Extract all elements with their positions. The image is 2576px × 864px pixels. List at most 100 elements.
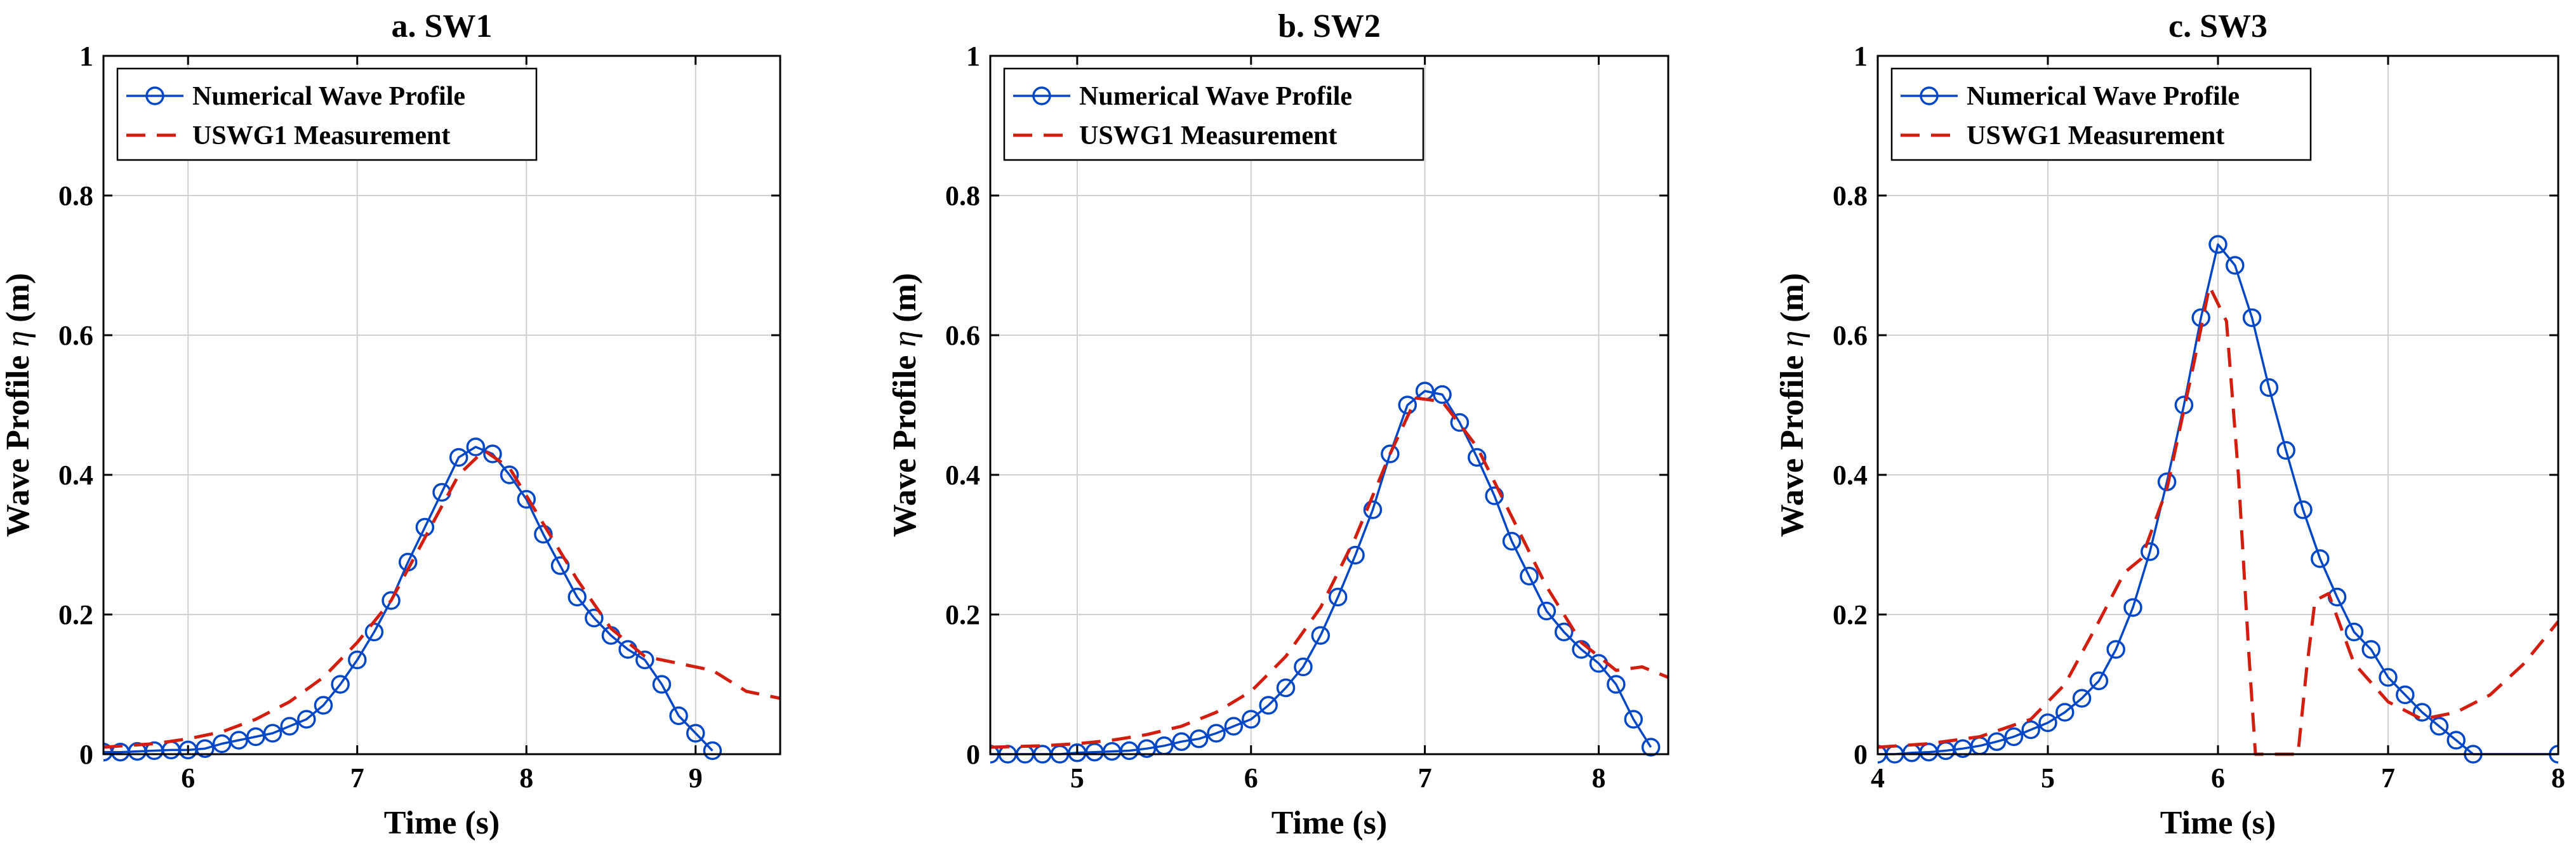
numerical-point — [1468, 448, 1487, 467]
legend-label-numerical: Numerical Wave Profile — [1079, 82, 1352, 111]
y-axis-label-unit: (m) — [887, 273, 923, 331]
numerical-point — [280, 717, 299, 736]
legend-label-measurement: USWG1 Measurement — [1079, 121, 1337, 150]
numerical-point — [1259, 696, 1278, 715]
y-tick-label: 1 — [966, 41, 980, 72]
chart-title: c. SW3 — [2168, 8, 2267, 44]
x-tick-label: 6 — [1244, 762, 1258, 794]
numerical-point — [1554, 622, 1574, 642]
axes-box — [102, 55, 781, 755]
numerical-point — [2447, 731, 2466, 750]
legend-numerical-marker — [1032, 86, 1051, 105]
y-tick-label: 0.8 — [945, 180, 980, 211]
y-tick-label: 0.2 — [945, 599, 980, 630]
numerical-line — [1878, 243, 2558, 755]
numerical-point — [449, 448, 468, 467]
legend-label-measurement: USWG1 Measurement — [1967, 121, 2224, 150]
measurement-line — [1878, 284, 2558, 756]
numerical-point — [263, 724, 282, 743]
y-axis-label-text: Wave Profile — [887, 347, 923, 537]
chart-title: b. SW2 — [1278, 8, 1381, 44]
numerical-point — [2021, 720, 2040, 740]
x-tick-label: 8 — [519, 762, 533, 794]
numerical-point — [2072, 689, 2092, 708]
numerical-point — [2141, 542, 2160, 561]
y-axis-label-symbol: η — [0, 331, 36, 347]
numerical-point — [2429, 717, 2449, 736]
y-tick-label: 0 — [966, 739, 980, 770]
plot-area — [103, 56, 780, 754]
numerical-line — [103, 446, 714, 754]
measurement-line — [103, 449, 780, 749]
numerical-point — [686, 724, 705, 743]
numerical-point — [1520, 566, 1539, 586]
numerical-point — [1207, 724, 1226, 743]
series-measurement — [990, 396, 1668, 749]
numerical-point — [1242, 710, 1261, 729]
numerical-point — [1381, 444, 1400, 463]
numerical-point — [196, 739, 215, 758]
x-tick-label: 7 — [1418, 762, 1432, 794]
y-tick-label: 1 — [1854, 41, 1868, 72]
y-tick-label: 0.6 — [58, 320, 93, 351]
legend-label-numerical: Numerical Wave Profile — [1967, 82, 2240, 111]
x-tick-label: 5 — [1070, 762, 1084, 794]
series-numerical — [103, 437, 722, 762]
numerical-point — [1624, 710, 1643, 729]
numerical-point — [1502, 531, 1522, 551]
panel-sw3: 4 5 6 7 8 0 0.2 0.4 0.6 0.8 1 c. SW3 Time (s) Wave Pr… — [1774, 8, 2565, 841]
numerical-point — [382, 591, 401, 610]
x-tick-label: 8 — [2551, 762, 2565, 794]
y-axis-label: Wave Profile η (m) — [0, 273, 36, 537]
numerical-point — [1363, 500, 1383, 519]
y-tick-label: 0.4 — [1833, 460, 1868, 491]
numerical-point — [2106, 640, 2125, 659]
numerical-point — [2396, 685, 2415, 705]
axes-box — [989, 55, 1670, 755]
numerical-point — [500, 465, 519, 484]
panel-sw1: 6 7 8 9 0 0.2 0.4 0.6 0.8 1 a. SW1 Time (s) Wave Pro… — [0, 8, 781, 841]
x-tick-label: 9 — [689, 762, 703, 794]
x-axis-label: Time (s) — [2160, 805, 2276, 841]
numerical-point — [483, 444, 502, 463]
numerical-point — [314, 696, 333, 715]
numerical-point — [1224, 717, 1244, 736]
x-tick-label: 4 — [1871, 762, 1885, 794]
numerical-point — [1311, 626, 1331, 645]
chart-title: a. SW1 — [392, 8, 493, 44]
legend-label-numerical: Numerical Wave Profile — [192, 82, 465, 111]
x-tick-label: 7 — [350, 762, 364, 794]
numerical-point — [2311, 549, 2330, 568]
numerical-point — [1641, 738, 1661, 757]
x-tick-label: 6 — [181, 762, 195, 794]
legend-box — [1890, 67, 2312, 161]
x-tick-label: 7 — [2381, 762, 2395, 794]
numerical-point — [2412, 703, 2432, 722]
x-tick-label: 5 — [2041, 762, 2055, 794]
panel-sw2: 5 6 7 8 0 0.2 0.4 0.6 0.8 1 b. SW2 Time (s) Wave Pro… — [887, 8, 1670, 841]
numerical-point — [1433, 385, 1452, 404]
numerical-point — [1120, 741, 1139, 761]
legend-box — [1003, 67, 1424, 161]
x-axis-label: Time (s) — [384, 805, 500, 841]
numerical-point — [2276, 441, 2295, 460]
y-axis-label-symbol: η — [1774, 331, 1810, 347]
y-tick-label: 0.4 — [945, 460, 980, 491]
y-tick-label: 0.2 — [1833, 599, 1868, 630]
legend: Numerical Wave Profile USWG1 Measurement — [1890, 67, 2312, 161]
x-tick-label: 6 — [2211, 762, 2225, 794]
numerical-point — [2226, 256, 2245, 275]
numerical-point — [2038, 713, 2057, 733]
numerical-point — [635, 650, 654, 670]
numerical-point — [348, 650, 367, 670]
numerical-point — [1294, 657, 1313, 677]
y-tick-label: 0.2 — [58, 599, 93, 630]
series-measurement — [1878, 284, 2558, 756]
numerical-point — [297, 710, 316, 729]
numerical-point — [517, 489, 536, 509]
numerical-point — [1276, 678, 1296, 698]
numerical-point — [1450, 413, 1470, 432]
y-tick-label: 0 — [1854, 739, 1868, 770]
numerical-point — [466, 437, 486, 456]
legend-label-measurement: USWG1 Measurement — [192, 121, 450, 150]
